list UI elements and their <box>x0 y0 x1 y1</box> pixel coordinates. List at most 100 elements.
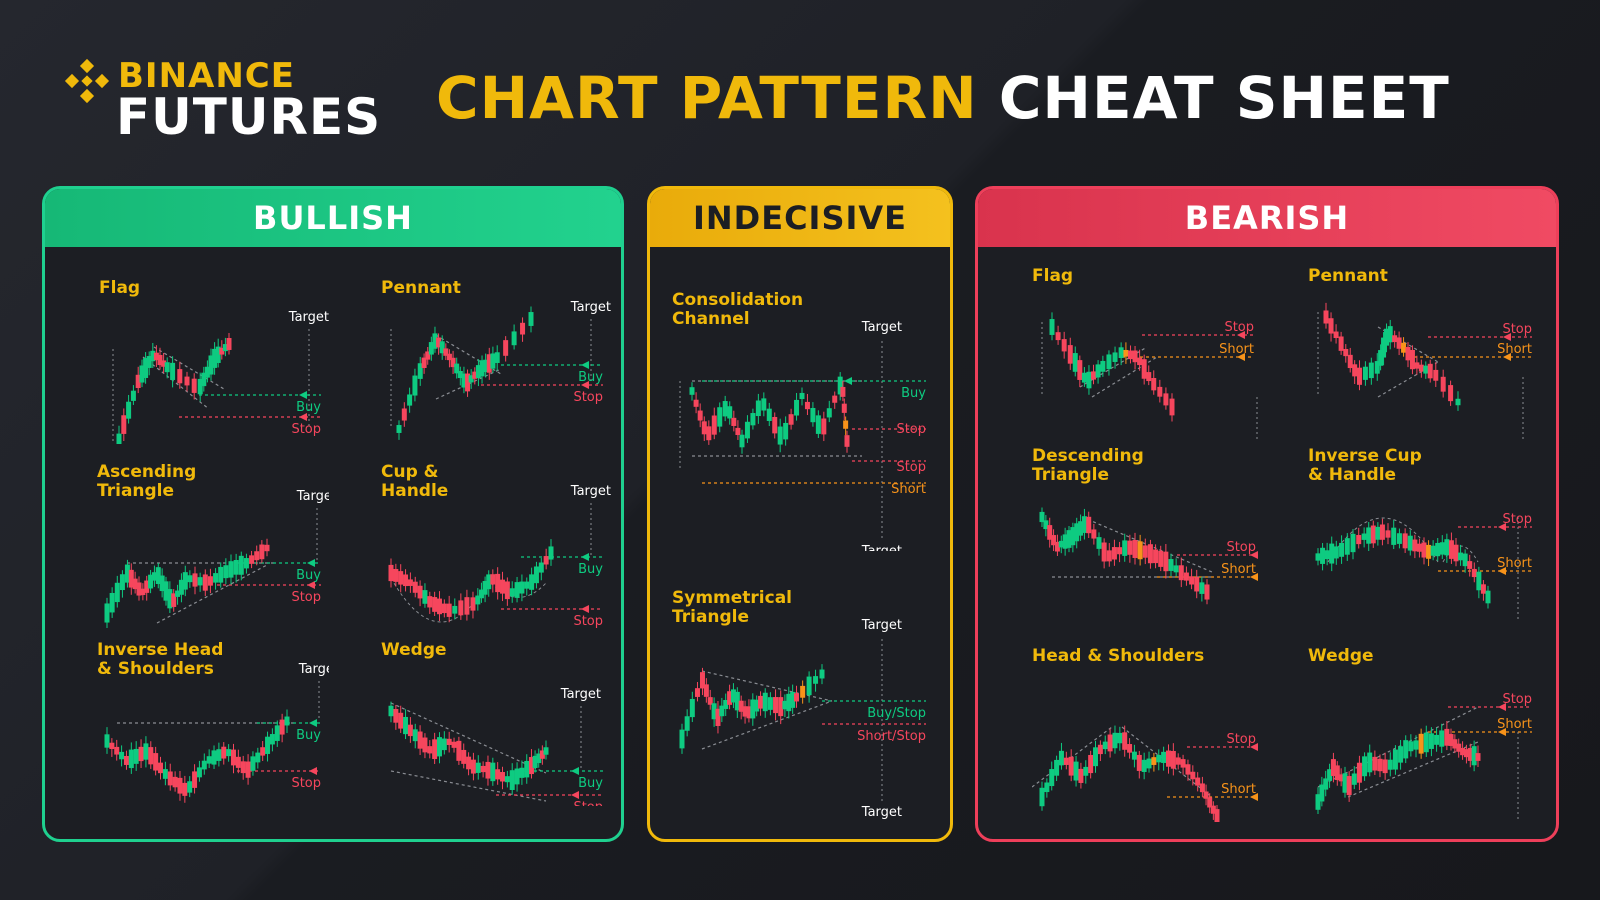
pattern-name: Symmetrical Triangle <box>672 588 792 627</box>
pattern-label: Short <box>1221 782 1256 797</box>
candle-body <box>401 408 407 421</box>
candle-body <box>151 572 157 581</box>
candle-body <box>233 560 239 575</box>
candle-body <box>727 406 733 419</box>
candle-body <box>1405 347 1411 361</box>
candle-body <box>538 562 544 573</box>
candle-body <box>443 348 449 356</box>
candle-body <box>1456 743 1462 752</box>
candle-body <box>755 400 761 417</box>
candle-body <box>717 407 723 427</box>
candle-body <box>735 427 741 436</box>
candle-body <box>821 418 827 435</box>
candle-body <box>1112 732 1118 749</box>
candle-body <box>161 360 167 367</box>
candle-body <box>1378 350 1384 366</box>
pattern-chart: StopShortTarget <box>1039 507 1290 660</box>
candle-body <box>1131 751 1137 760</box>
pattern-bull-pennant: Pennant Target Buy Stop <box>381 279 611 448</box>
candle-body <box>841 403 847 413</box>
candle-body <box>197 378 203 395</box>
pattern-name: Inverse Cup & Handle <box>1308 446 1422 485</box>
candle-body <box>216 749 222 761</box>
candle-body <box>1463 749 1469 758</box>
candle-body <box>1068 756 1074 776</box>
pattern-bull-wedge: Wedge Target Buy Stop <box>381 641 611 816</box>
candle-body <box>514 582 520 598</box>
candle-body <box>1178 565 1184 581</box>
candle-body <box>1333 331 1339 339</box>
arrow-marker <box>1498 703 1506 711</box>
candle-body <box>1448 540 1454 559</box>
candle-body <box>750 413 756 426</box>
candle-body <box>832 395 838 403</box>
trend-line <box>1091 356 1158 398</box>
candle-body <box>124 564 130 583</box>
bullish-panel: BULLISH Flag Target Buy Stop Pennant Targe… <box>42 186 624 842</box>
candle-body <box>843 420 849 429</box>
candle-body <box>734 691 740 711</box>
candle-body <box>182 782 188 796</box>
candle-body <box>1427 363 1433 379</box>
candle-body <box>218 566 224 583</box>
candle-body <box>1398 746 1404 763</box>
candle-body <box>1418 733 1424 754</box>
candle-body <box>495 769 501 780</box>
pattern-label: Stop <box>1502 512 1532 527</box>
arrow-marker <box>581 605 589 613</box>
candle-body <box>1199 783 1205 793</box>
candle-body <box>1132 540 1138 558</box>
candle-body <box>500 579 506 594</box>
candle-body <box>742 706 748 717</box>
candle-body <box>482 581 488 595</box>
pattern-name: Head & Shoulders <box>1032 646 1205 666</box>
arrow-marker <box>581 381 589 389</box>
candle-body <box>1165 750 1171 767</box>
candle-body <box>1195 777 1201 786</box>
chart-group: Target Buy Stop <box>390 300 611 440</box>
candle-body <box>461 749 467 764</box>
candle-body <box>1066 530 1072 548</box>
pattern-label: Short <box>1497 556 1532 571</box>
candle-body <box>1328 318 1334 334</box>
arrow-marker <box>1250 551 1258 559</box>
candle-body <box>421 357 427 368</box>
candle-body <box>450 357 456 368</box>
pattern-label: Stop <box>573 390 603 405</box>
candle-body <box>1339 542 1345 557</box>
candle-body <box>500 772 506 782</box>
chart-group: Target Buy Stop <box>388 687 603 815</box>
candle-body <box>1163 393 1169 406</box>
candle-body <box>407 724 413 737</box>
candle-body <box>1440 376 1446 392</box>
candle-body <box>528 757 534 775</box>
candle-body <box>1453 544 1459 562</box>
pattern-label: Stop <box>573 800 603 806</box>
arrow-marker <box>1503 353 1511 361</box>
candle-body <box>699 672 705 689</box>
candle-body <box>255 752 261 763</box>
candle-body <box>772 416 778 434</box>
candle-body <box>412 729 418 742</box>
pattern-label: Buy <box>578 776 603 791</box>
candle-body <box>172 776 178 788</box>
candle-body <box>1428 733 1434 749</box>
candle-body <box>529 574 535 590</box>
pattern-label: Buy <box>296 728 321 743</box>
arrow-marker <box>309 767 317 775</box>
candle-body <box>454 363 460 374</box>
candle-body <box>164 362 170 373</box>
candle-body <box>187 575 193 583</box>
candle-body <box>109 592 115 613</box>
candle-body <box>235 756 241 768</box>
candle-body <box>155 567 161 584</box>
trend-line <box>701 670 833 702</box>
candle-body <box>1086 516 1092 534</box>
candle-body <box>1180 759 1186 768</box>
pattern-bull-ascending-triangle: Ascending Triangle Target Buy Stop <box>97 463 337 632</box>
candle-body <box>211 750 217 765</box>
candle-body <box>398 712 404 729</box>
arrow-marker <box>844 377 852 385</box>
candle-body <box>543 747 549 755</box>
candle-body <box>689 387 695 395</box>
